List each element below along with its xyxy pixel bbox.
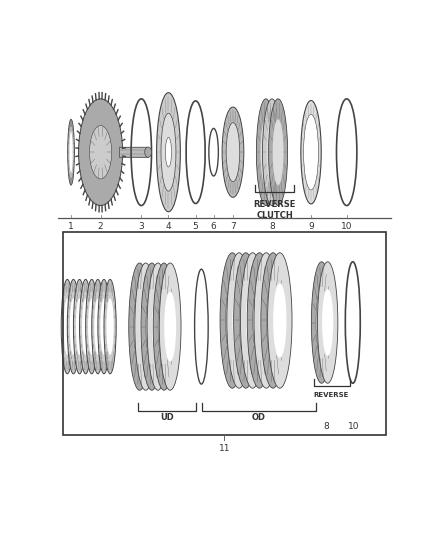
Ellipse shape — [261, 119, 271, 185]
Ellipse shape — [80, 279, 92, 374]
Ellipse shape — [145, 147, 152, 157]
Ellipse shape — [61, 279, 74, 374]
Text: 6: 6 — [211, 222, 216, 231]
Text: 7: 7 — [230, 222, 236, 231]
Ellipse shape — [318, 262, 338, 383]
Ellipse shape — [158, 292, 170, 361]
Text: 8: 8 — [269, 222, 275, 231]
Ellipse shape — [262, 99, 282, 206]
Ellipse shape — [76, 298, 83, 355]
Ellipse shape — [92, 279, 104, 374]
Ellipse shape — [104, 279, 116, 374]
Text: REVERSE: REVERSE — [314, 392, 349, 398]
Ellipse shape — [239, 283, 253, 358]
Ellipse shape — [129, 263, 151, 390]
Ellipse shape — [161, 113, 176, 191]
Ellipse shape — [301, 101, 321, 204]
Ellipse shape — [69, 132, 73, 173]
Ellipse shape — [254, 253, 279, 388]
Ellipse shape — [259, 283, 273, 358]
Ellipse shape — [322, 289, 333, 356]
Ellipse shape — [78, 99, 123, 206]
Ellipse shape — [140, 292, 152, 361]
Ellipse shape — [86, 279, 98, 374]
Ellipse shape — [88, 298, 95, 355]
Ellipse shape — [147, 263, 169, 390]
Ellipse shape — [82, 298, 89, 355]
Ellipse shape — [164, 292, 176, 361]
Ellipse shape — [159, 263, 181, 390]
Ellipse shape — [153, 263, 175, 390]
Text: 11: 11 — [219, 443, 230, 453]
Bar — [119, 147, 148, 157]
Ellipse shape — [273, 283, 286, 358]
Ellipse shape — [141, 263, 162, 390]
Text: REVERSE
CLUTCH: REVERSE CLUTCH — [254, 200, 296, 220]
Ellipse shape — [166, 138, 172, 167]
Text: 3: 3 — [138, 222, 144, 231]
Ellipse shape — [266, 283, 280, 358]
Ellipse shape — [247, 253, 272, 388]
Ellipse shape — [146, 292, 158, 361]
Ellipse shape — [222, 107, 244, 197]
Ellipse shape — [70, 298, 77, 355]
Ellipse shape — [267, 119, 277, 185]
Ellipse shape — [226, 123, 240, 182]
Ellipse shape — [227, 253, 251, 388]
Text: 9: 9 — [308, 222, 314, 231]
Ellipse shape — [74, 279, 86, 374]
Ellipse shape — [311, 262, 332, 383]
Text: 4: 4 — [166, 222, 171, 231]
Ellipse shape — [98, 279, 110, 374]
Ellipse shape — [246, 283, 259, 358]
Ellipse shape — [240, 253, 265, 388]
Ellipse shape — [89, 126, 112, 179]
Ellipse shape — [256, 99, 276, 206]
Ellipse shape — [316, 289, 327, 356]
Ellipse shape — [94, 298, 102, 355]
Text: UD: UD — [160, 413, 173, 422]
Text: 2: 2 — [98, 222, 103, 231]
Ellipse shape — [233, 253, 258, 388]
Ellipse shape — [232, 283, 246, 358]
Ellipse shape — [261, 253, 285, 388]
Text: 5: 5 — [193, 222, 198, 231]
Bar — [63, 232, 386, 435]
Text: 10: 10 — [341, 222, 353, 231]
Ellipse shape — [67, 279, 80, 374]
Ellipse shape — [135, 263, 157, 390]
Ellipse shape — [67, 119, 74, 185]
Ellipse shape — [157, 93, 180, 212]
Ellipse shape — [64, 298, 71, 355]
Ellipse shape — [106, 298, 114, 355]
Ellipse shape — [100, 298, 108, 355]
Ellipse shape — [268, 253, 292, 388]
Ellipse shape — [134, 292, 145, 361]
Ellipse shape — [226, 283, 239, 358]
Text: 10: 10 — [348, 422, 359, 431]
Ellipse shape — [152, 292, 164, 361]
Ellipse shape — [273, 119, 283, 185]
Ellipse shape — [253, 283, 266, 358]
Text: OD: OD — [251, 413, 265, 422]
Text: 1: 1 — [68, 222, 74, 231]
Ellipse shape — [220, 253, 244, 388]
Ellipse shape — [304, 115, 318, 190]
Ellipse shape — [268, 99, 288, 206]
Text: 8: 8 — [323, 422, 329, 431]
